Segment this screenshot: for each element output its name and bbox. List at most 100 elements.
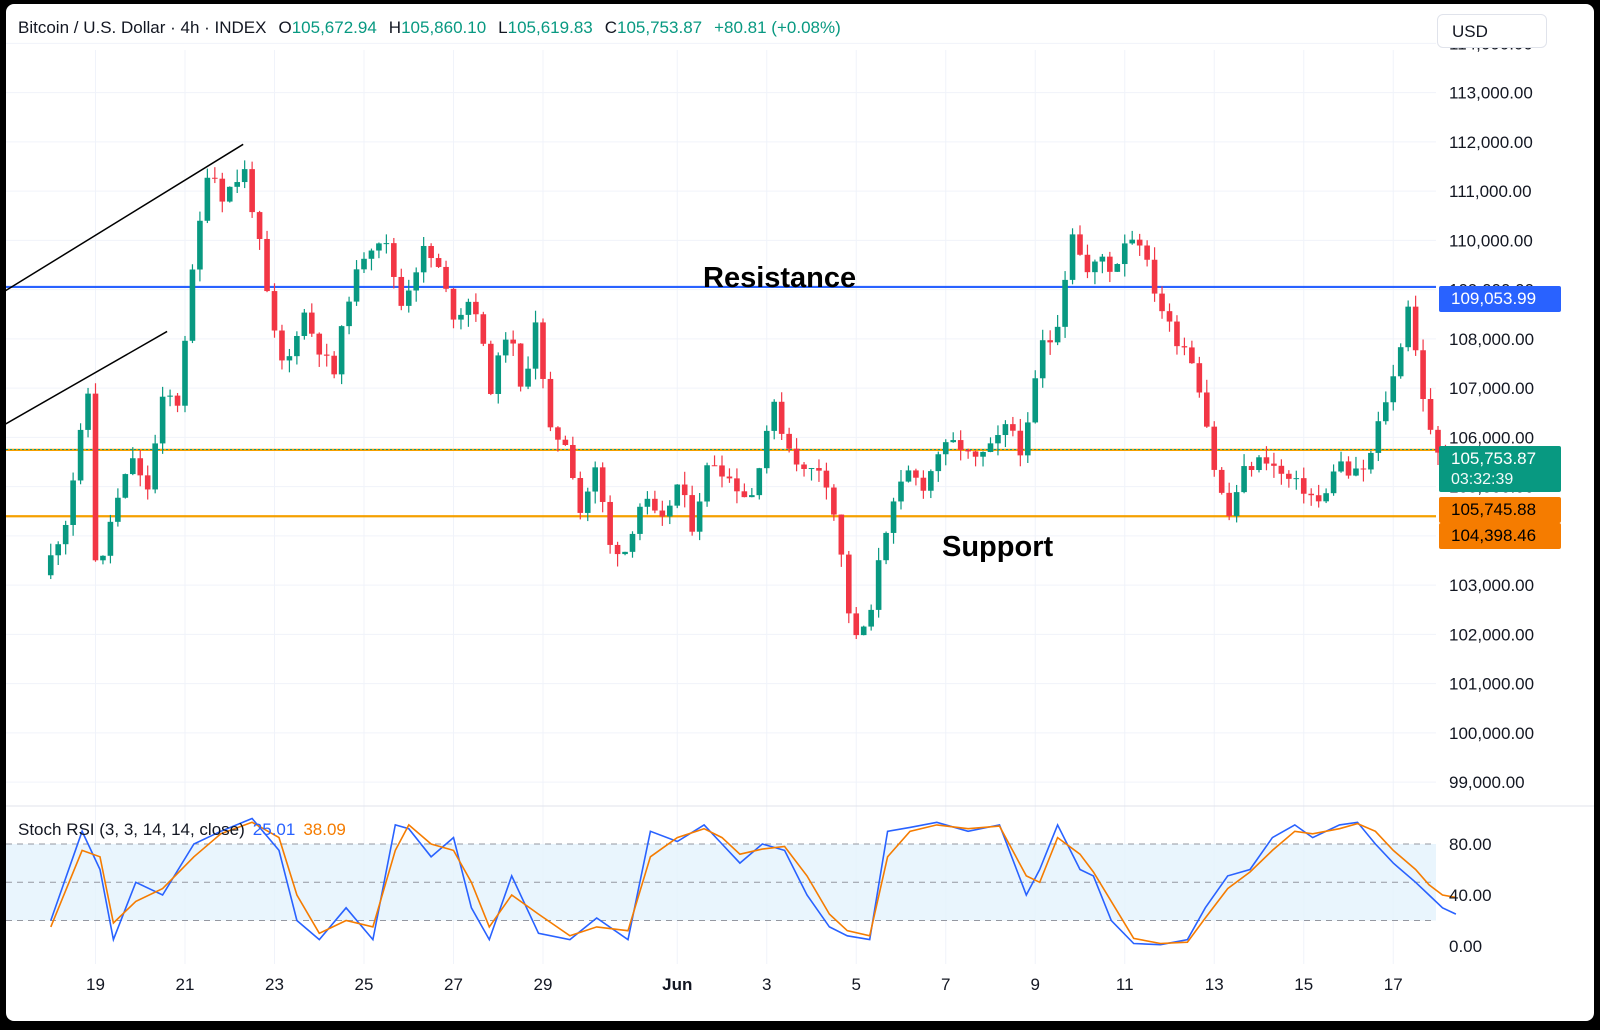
candle-body (1136, 239, 1143, 246)
x-tick-label: 7 (941, 975, 950, 994)
y-tick-label: 110,000.00 (1449, 231, 1533, 250)
candle-body (458, 314, 464, 320)
stoch-legend[interactable]: Stoch RSI (3, 3, 14, 14, close) 25.01 38.0… (18, 820, 346, 840)
candle-body (860, 626, 867, 636)
candle-body (338, 326, 345, 375)
x-tick-label: 5 (852, 975, 861, 994)
candle-body (383, 243, 390, 245)
candle-body (1271, 463, 1277, 466)
x-tick-label: 13 (1205, 975, 1224, 994)
candle-body (629, 533, 636, 552)
candle-body (562, 439, 569, 445)
candle-body (1427, 399, 1434, 430)
candle-body (614, 544, 621, 555)
candle-body (1203, 392, 1210, 427)
currency-button[interactable]: USD (1437, 14, 1547, 48)
chart-frame: 99,000.00 100,000.00 101,000.00 102,000.00 1… (6, 4, 1594, 1021)
stoch-k-line (50, 817, 1457, 946)
candle-body (1166, 311, 1173, 322)
candle-body (301, 312, 308, 336)
candle-body (473, 301, 479, 315)
bar-countdown: 03:32:39 (1451, 471, 1514, 488)
candle-body (749, 495, 755, 498)
candle-body (1226, 492, 1232, 517)
resistance-price-tag: 109,053.99 (1439, 286, 1561, 312)
candle-body (711, 465, 718, 467)
candle-body (771, 401, 778, 431)
candle-body (592, 467, 599, 492)
candle-body (294, 335, 300, 357)
support-annotation[interactable]: Support (942, 531, 1054, 563)
support-upper-price-tag: 105,745.88 (1439, 497, 1561, 523)
candle-body (122, 474, 129, 498)
candle-body (115, 497, 121, 522)
candle-body (420, 245, 427, 273)
candle-body (435, 258, 442, 267)
candle-body (838, 514, 845, 555)
grid (6, 42, 1436, 964)
x-tick-label: 21 (176, 975, 195, 994)
y-tick-label: 111,000.00 (1449, 182, 1532, 201)
candle-body (510, 339, 516, 344)
candle-body (1308, 493, 1315, 496)
candle-body (1002, 424, 1009, 436)
candle-body (1107, 256, 1113, 272)
high-label: H (388, 18, 402, 37)
candle-body (540, 322, 546, 379)
candle-body (935, 454, 942, 472)
chart-canvas[interactable]: 99,000.00 100,000.00 101,000.00 102,000.00 1… (6, 4, 1594, 1021)
channel-upper-line (6, 143, 244, 292)
x-tick-label: 25 (355, 975, 374, 994)
stoch-band (6, 843, 1436, 921)
candle-body (137, 458, 144, 476)
candle-body (368, 250, 375, 259)
candle-body (413, 272, 420, 291)
stoch-tick-label: 80.00 (1449, 835, 1492, 854)
stoch-tick-label: 40.00 (1449, 886, 1492, 905)
candle-body (719, 465, 725, 477)
candle-body (778, 401, 785, 434)
time-axis[interactable]: 19 21 23 25 27 29 Jun 3 5 7 9 11 13 15 17 (86, 975, 1403, 994)
candle-body (584, 491, 591, 513)
candle-body (905, 470, 912, 482)
candle-body (1218, 469, 1225, 493)
candle-body (1397, 347, 1404, 377)
x-tick-label: 19 (86, 975, 105, 994)
stoch-title-text: Stoch RSI (3, 3, 14, 14, close) (18, 820, 245, 839)
symbol-title[interactable]: Bitcoin / U.S. Dollar · 4h · INDEX (18, 18, 267, 37)
candle-body (85, 393, 91, 430)
candle-body (159, 396, 166, 444)
open-label: O (278, 18, 292, 37)
candle-body (786, 433, 792, 449)
candle-body (801, 464, 807, 469)
candle-body (495, 355, 502, 394)
candle-body (681, 484, 688, 496)
candle-body (234, 182, 241, 187)
resistance-annotation[interactable]: Resistance (703, 262, 857, 294)
candle-body (152, 443, 158, 490)
candle-body (1174, 321, 1180, 347)
candle-body (577, 478, 584, 513)
candle-body (174, 395, 181, 406)
candle-body (189, 269, 196, 341)
last-price-tag: 105,753.87 03:32:39 (1439, 446, 1561, 492)
candle-body (144, 475, 151, 490)
candle-body (480, 314, 487, 344)
candle-body (1121, 243, 1128, 265)
low-value: 105,619.83 (507, 18, 593, 37)
price-axis[interactable]: 99,000.00 100,000.00 101,000.00 102,000.00 1… (1449, 34, 1534, 792)
channel-lines (6, 143, 244, 425)
candle-body (1047, 340, 1053, 343)
candle-body (1323, 493, 1329, 502)
candle-body (1017, 430, 1024, 456)
candle-body (1382, 402, 1389, 422)
candle-body (1032, 378, 1039, 423)
candle-body (323, 354, 330, 356)
candle-body (1375, 421, 1382, 453)
candle-body (704, 465, 710, 502)
x-tick-label: 29 (534, 975, 553, 994)
candle-body (1114, 264, 1121, 272)
candle-body (570, 444, 576, 479)
candle-body (1241, 466, 1247, 493)
candle-body (279, 330, 285, 361)
